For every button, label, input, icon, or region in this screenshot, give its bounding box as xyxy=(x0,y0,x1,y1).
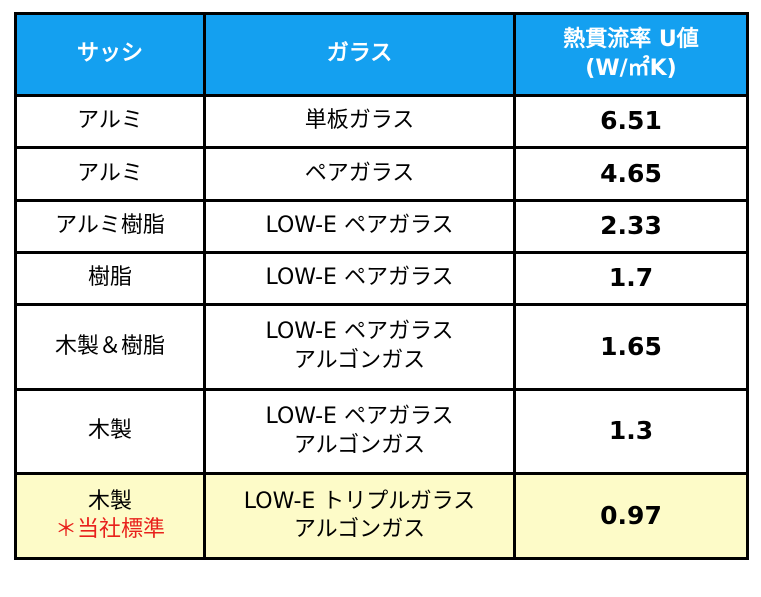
header-u-value-title: 熱貫流率 U値 xyxy=(563,26,699,52)
glass-cell: 単板ガラス xyxy=(203,93,516,150)
glass-line: アルゴンガス xyxy=(293,517,426,543)
table-row: アルミ 単板ガラス 6.51 xyxy=(14,93,749,150)
glass-cell: LOW-E ペアガラス アルゴンガス xyxy=(203,303,516,391)
table-header-row: サッシ ガラス 熱貫流率 U値 (W/㎡K) xyxy=(14,12,749,97)
u-value-cell: 1.7 xyxy=(513,250,749,307)
glass-cell: LOW-E トリプルガラス アルゴンガス xyxy=(203,472,516,560)
table-row: 木製＆樹脂 LOW-E ペアガラス アルゴンガス 1.65 xyxy=(14,303,749,391)
glass-cell: LOW-E ペアガラス xyxy=(203,198,516,254)
glass-cell: LOW-E ペアガラス アルゴンガス xyxy=(203,387,516,476)
sash-cell: アルミ xyxy=(14,93,206,150)
header-sash: サッシ xyxy=(14,12,206,97)
sash-cell: 樹脂 xyxy=(14,250,206,307)
u-value-cell: 6.51 xyxy=(513,93,749,150)
sash-cell: 木製 ＊当社標準 xyxy=(14,472,206,560)
header-u-value-unit: (W/㎡K) xyxy=(585,55,677,81)
glass-cell: LOW-E ペアガラス xyxy=(203,250,516,307)
sash-cell: アルミ樹脂 xyxy=(14,198,206,254)
table-row: 木製 LOW-E ペアガラス アルゴンガス 1.3 xyxy=(14,387,749,476)
u-value-cell: 4.65 xyxy=(513,146,749,202)
glass-line: LOW-E ペアガラス xyxy=(265,319,454,345)
glass-line: アルゴンガス xyxy=(293,432,426,458)
u-value-cell: 1.3 xyxy=(513,387,749,476)
glass-line: アルゴンガス xyxy=(293,348,426,374)
header-glass: ガラス xyxy=(203,12,516,97)
glass-line: LOW-E トリプルガラス xyxy=(243,488,476,514)
sash-line: 木製 xyxy=(87,488,132,514)
table-row: アルミ ペアガラス 4.65 xyxy=(14,146,749,202)
sash-cell: アルミ xyxy=(14,146,206,202)
u-value-table-container: サッシ ガラス 熱貫流率 U値 (W/㎡K) アルミ 単板ガラス 6.51 アル… xyxy=(14,12,749,560)
sash-cell: 木製＆樹脂 xyxy=(14,303,206,391)
u-value-cell: 2.33 xyxy=(513,198,749,254)
table-row: アルミ樹脂 LOW-E ペアガラス 2.33 xyxy=(14,198,749,254)
header-u-value: 熱貫流率 U値 (W/㎡K) xyxy=(513,12,749,97)
company-standard-note: ＊当社標準 xyxy=(54,517,165,543)
table-row: 樹脂 LOW-E ペアガラス 1.7 xyxy=(14,250,749,307)
table-row-standard: 木製 ＊当社標準 LOW-E トリプルガラス アルゴンガス 0.97 xyxy=(14,472,749,560)
sash-cell: 木製 xyxy=(14,387,206,476)
u-value-comparison-table: サッシ ガラス 熱貫流率 U値 (W/㎡K) アルミ 単板ガラス 6.51 アル… xyxy=(14,12,749,560)
glass-line: LOW-E ペアガラス xyxy=(265,404,454,430)
u-value-cell: 1.65 xyxy=(513,303,749,391)
u-value-cell: 0.97 xyxy=(513,472,749,560)
glass-cell: ペアガラス xyxy=(203,146,516,202)
